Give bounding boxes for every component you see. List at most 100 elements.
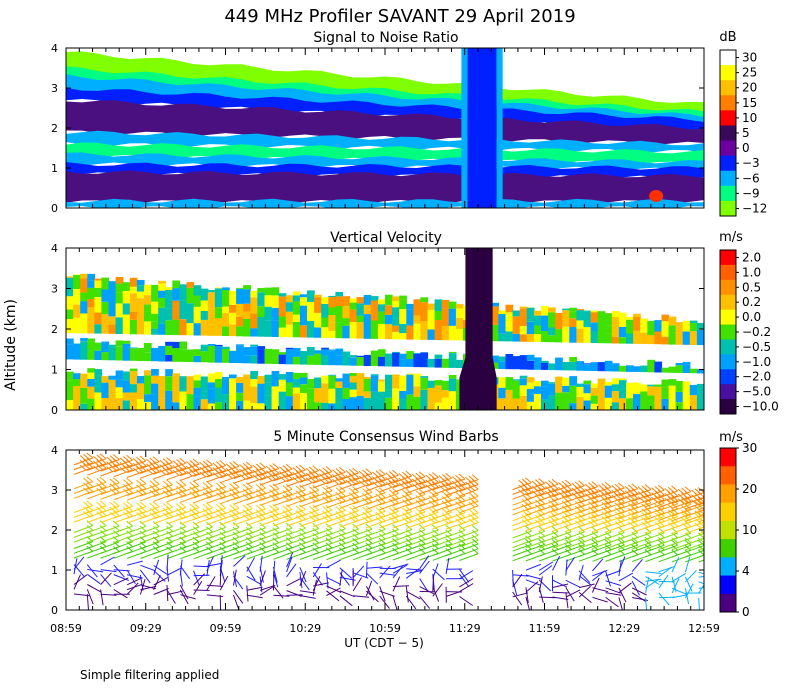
wind-barb-shaft (618, 544, 638, 553)
wind-barb-shaft (658, 544, 678, 553)
wind-barb-shaft (406, 485, 426, 494)
wind-barb-feather (292, 471, 300, 478)
wind-barb-shaft (578, 509, 598, 518)
wind-barb-shaft (565, 509, 585, 518)
wind-barb-feather (179, 521, 187, 528)
wind-barb-feather (232, 486, 240, 493)
velocity-cell-upper (264, 287, 273, 296)
velocity-cell-upper (250, 313, 258, 329)
wind-barb-shaft (126, 541, 147, 550)
wind-barb-shaft (339, 477, 359, 486)
velocity-cell-lower (292, 393, 301, 410)
wind-barb-feather (232, 507, 240, 514)
y-tick-label: 3 (51, 484, 58, 497)
wind-barb-shaft (126, 492, 147, 501)
wind-barb-feather (548, 515, 555, 521)
wind-barb-feather (112, 520, 120, 527)
wind-barb-shaft (658, 508, 678, 516)
wind-barb-feather (139, 506, 147, 512)
wind-barb-feather (445, 548, 452, 554)
wind-barb-shaft (658, 580, 675, 583)
wind-barb-shaft (179, 584, 189, 600)
wind-barb-feather (534, 514, 542, 521)
velocity-cell-lower (292, 378, 301, 388)
wind-barb-feather (176, 486, 183, 492)
velocity-cell-upper (640, 318, 648, 333)
wind-barb-feather (179, 526, 187, 532)
wind-barb-feather (455, 518, 462, 524)
velocity-cell-upper (66, 296, 74, 310)
velocity-cell-upper (583, 310, 592, 328)
velocity-cell-upper (392, 301, 400, 308)
wind-barb-feather (548, 504, 555, 511)
velocity-cell-lower (413, 373, 422, 376)
wind-barb-feather (604, 519, 612, 526)
wind-barb-shaft (432, 487, 452, 496)
wind-barb-shaft (631, 558, 643, 572)
wind-barb-feather (372, 471, 379, 478)
velocity-cell-upper (413, 315, 422, 324)
wind-barb-feather (92, 465, 100, 472)
wind-barb-feather (86, 529, 94, 536)
wind-barb-feather (112, 510, 120, 517)
wind-barb-feather (192, 490, 200, 496)
wind-barb-feather (551, 518, 559, 525)
wind-barb-shaft (631, 587, 647, 596)
colorbar-swatch (720, 484, 736, 504)
wind-barb-feather (229, 462, 236, 468)
wind-barb-feather (189, 503, 197, 510)
wind-barb-feather (219, 491, 227, 497)
velocity-cell-lower (165, 369, 173, 377)
velocity-cell-middle (626, 365, 634, 372)
velocity-cell-middle (122, 343, 131, 361)
wind-barb-feather (166, 526, 173, 532)
wind-barb-feather (578, 485, 585, 491)
velocity-cell-middle (165, 341, 173, 346)
wind-barb-shaft (631, 580, 640, 596)
velocity-cell-upper (179, 319, 188, 336)
wind-barb-feather (591, 505, 599, 511)
wind-barb-feather (312, 542, 320, 549)
wind-barb-feather (618, 536, 625, 543)
velocity-cell-middle (144, 352, 152, 362)
wind-barb-feather (119, 457, 127, 464)
wind-barb-shaft (618, 506, 638, 515)
velocity-cell-middle (87, 338, 95, 342)
wind-barb-shaft (671, 503, 692, 512)
velocity-cell-lower (548, 382, 556, 384)
velocity-cell-lower (144, 394, 152, 402)
wind-barb-feather (667, 522, 675, 528)
velocity-cell-upper (399, 309, 407, 324)
velocity-cell-upper (66, 309, 74, 319)
wind-barb-shaft (392, 502, 412, 511)
velocity-cell-lower (448, 391, 457, 410)
velocity-cell-upper (108, 316, 117, 325)
wind-barb-feather (631, 531, 639, 538)
velocity-cell-lower (363, 391, 372, 398)
wind-barb-shaft (286, 489, 306, 498)
wind-barb-feather (189, 486, 197, 493)
wind-barb-feather (285, 504, 293, 510)
wind-barb-feather (458, 512, 466, 518)
wind-barb-feather (697, 491, 704, 498)
velocity-cell-upper (689, 323, 698, 332)
velocity-cell-upper (87, 280, 95, 288)
velocity-cell-upper (661, 314, 670, 322)
velocity-cell-lower (370, 374, 379, 376)
velocity-cell-middle (604, 360, 613, 372)
wind-barb-feather (538, 478, 546, 484)
wind-barb-feather (604, 481, 612, 488)
velocity-cell-lower (377, 381, 386, 392)
wind-barb-feather (544, 490, 552, 497)
wind-barb-shaft (352, 482, 373, 491)
velocity-cell-upper (370, 320, 379, 339)
wind-barb-shaft (605, 544, 625, 553)
wind-barb-shaft (618, 597, 623, 610)
wind-barb-shaft (246, 467, 266, 476)
wind-barb-feather (372, 476, 379, 483)
wind-barb-shaft (685, 516, 704, 525)
wind-barb-shaft (419, 543, 439, 552)
velocity-cell-upper (264, 295, 273, 307)
wind-barb-shaft (671, 587, 687, 595)
wind-barb-shaft (246, 497, 266, 506)
